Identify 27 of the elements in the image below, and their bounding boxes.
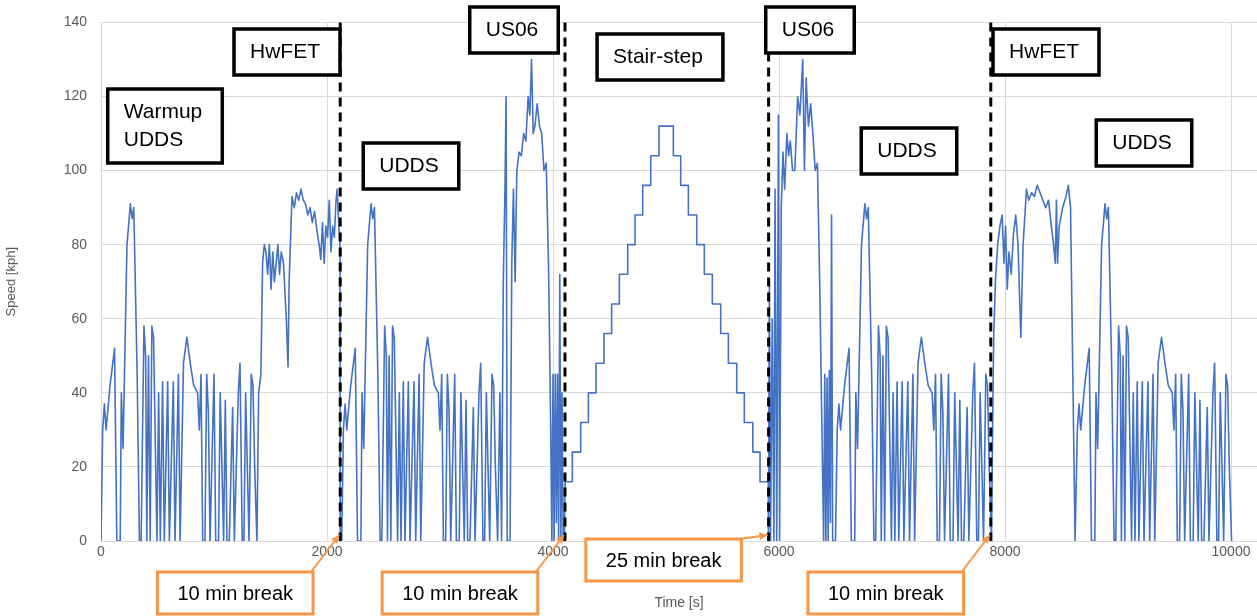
ref-line-label: 10 min break — [402, 581, 519, 604]
y-tick-label: 140 — [63, 13, 88, 30]
annotation: HwFET — [1009, 38, 1080, 62]
y-tick-label: 100 — [63, 161, 88, 178]
annotation: US06 — [781, 16, 835, 40]
x-axis-title: Time [s] — [654, 594, 704, 611]
y-tick-label: 120 — [63, 87, 88, 104]
y-tick-label: 20 — [71, 457, 88, 474]
annotation: UDDS — [877, 137, 937, 161]
x-tick-label: 0 — [97, 543, 106, 560]
annotation: US06 — [485, 16, 539, 40]
annotation: UDDS — [379, 152, 439, 176]
y-axis-title: Speed [kph] — [3, 247, 19, 317]
ref-line-label: 10 min break — [827, 581, 945, 604]
x-tick-label: 8000 — [989, 543, 1021, 560]
y-tick-label: 60 — [71, 309, 88, 326]
annotation: Stair-step — [613, 43, 703, 67]
annotation: HwFET — [250, 38, 321, 62]
annotation: UDDS — [1112, 129, 1172, 153]
y-tick-label: 80 — [71, 235, 88, 252]
y-tick-label: 0 — [79, 531, 88, 548]
ref-line-label: 10 min break — [177, 581, 295, 604]
y-tick-label: 40 — [71, 383, 88, 400]
x-tick-label: 6000 — [763, 543, 795, 560]
x-tick-label: 10000 — [1211, 543, 1251, 560]
annotation: Warmup UDDS — [123, 98, 203, 150]
ref-line-label: 25 min break — [605, 548, 723, 571]
